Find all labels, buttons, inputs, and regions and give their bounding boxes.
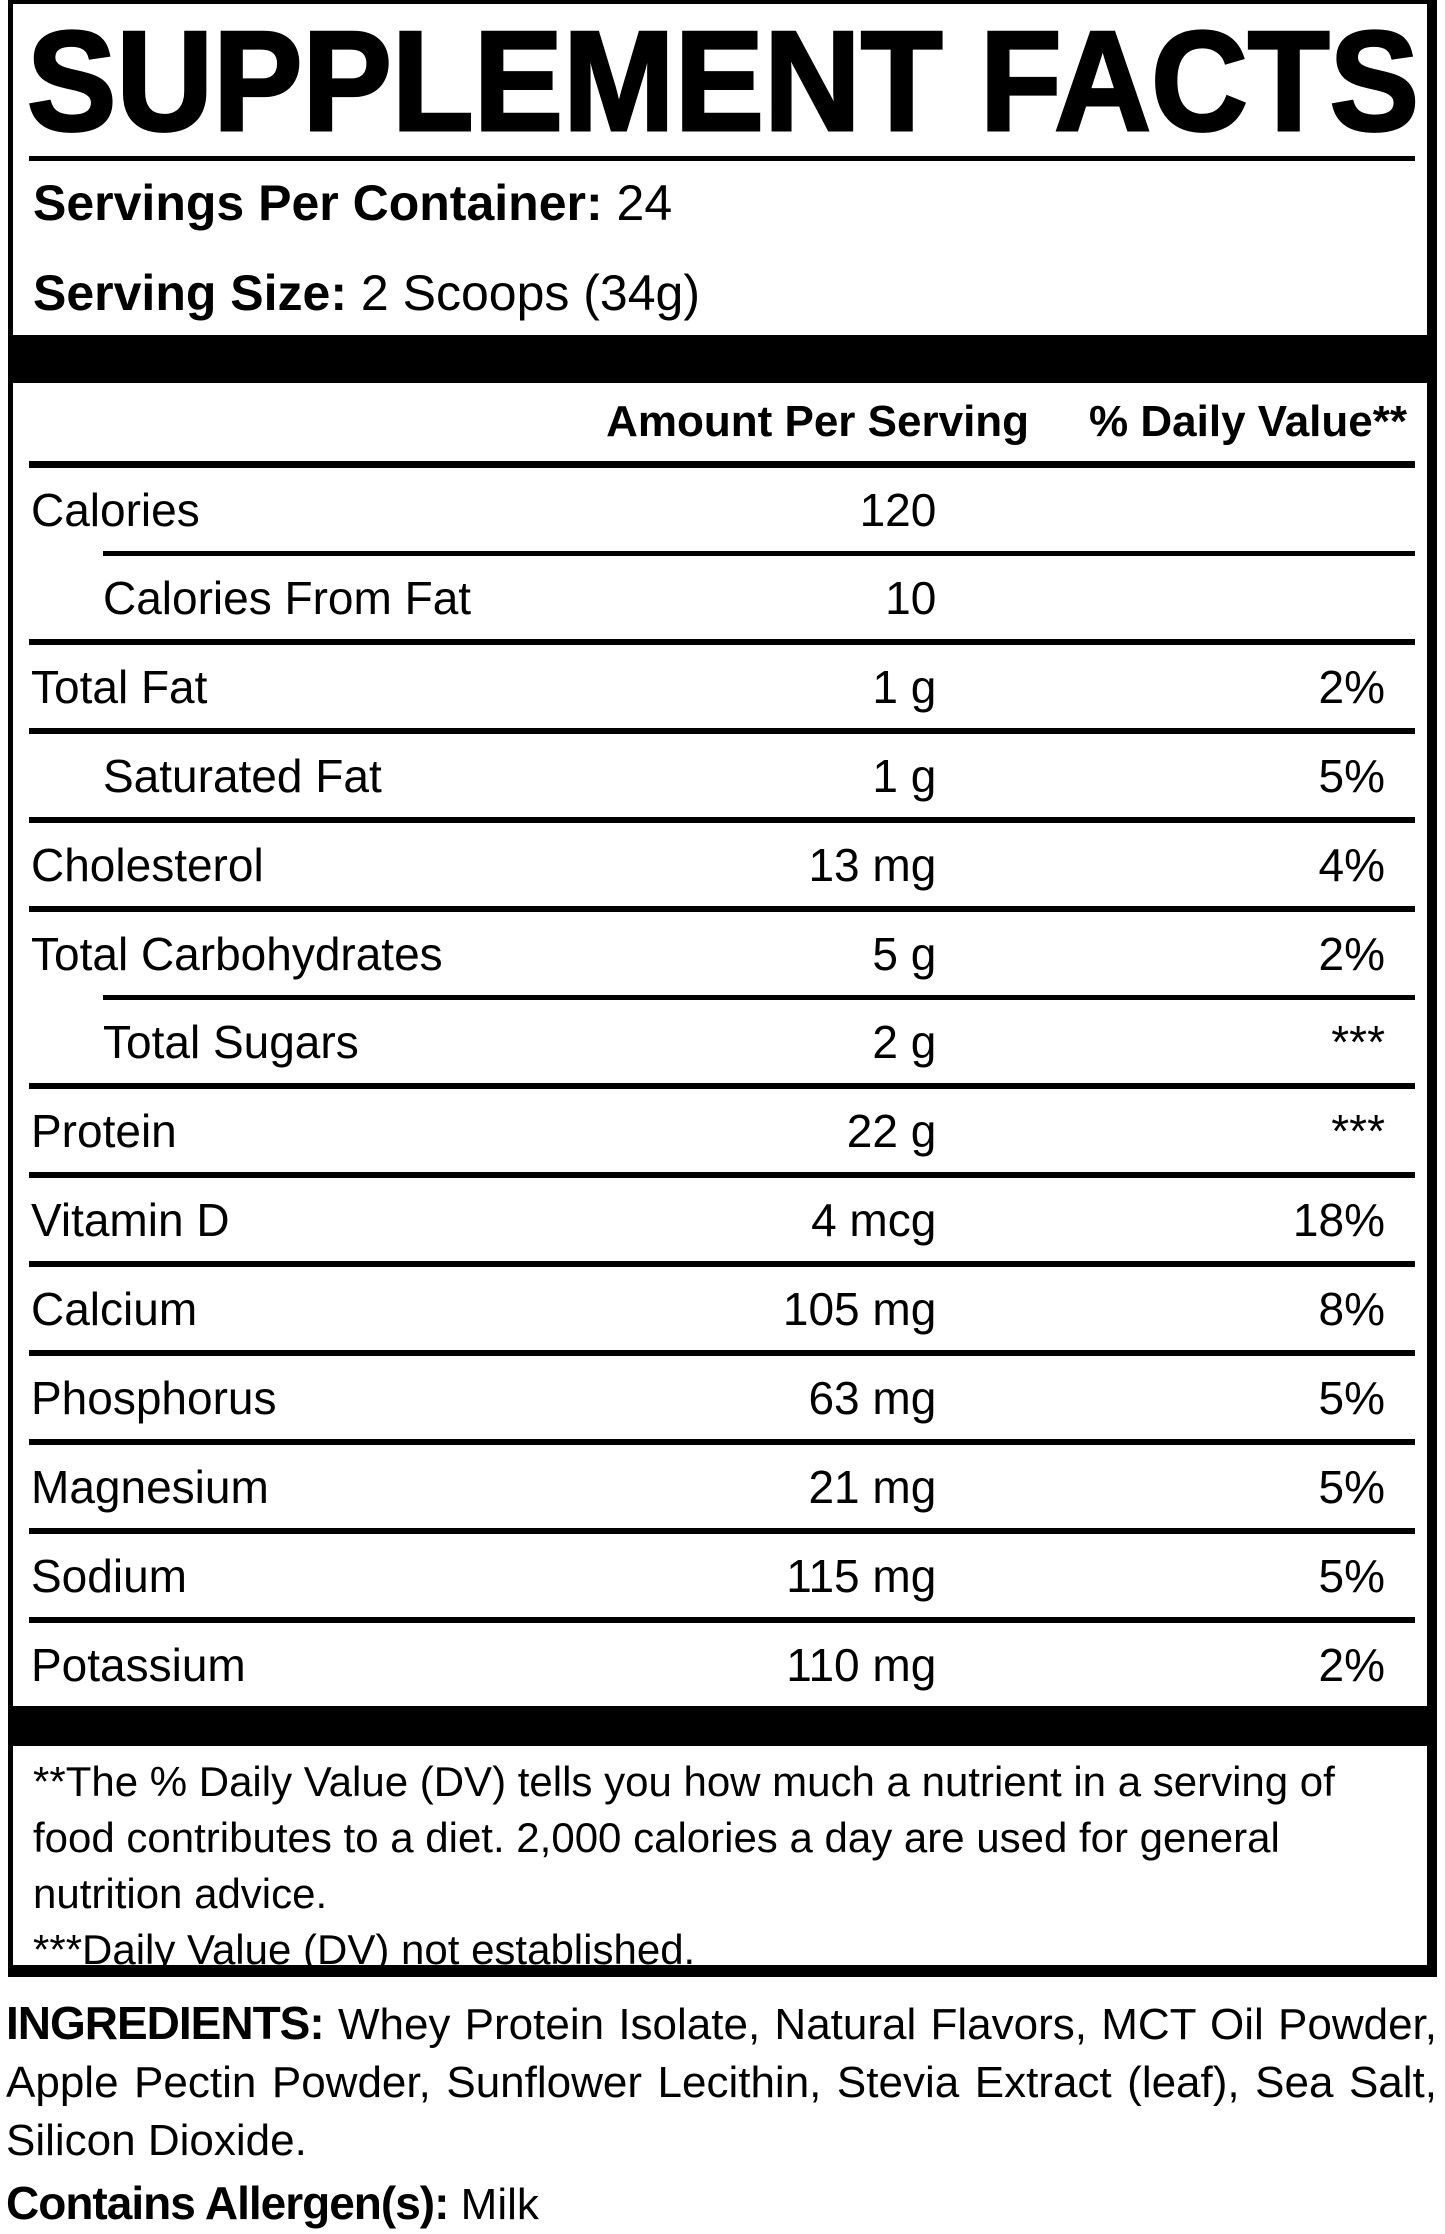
nutrient-name: Phosphorus bbox=[31, 1371, 277, 1424]
nutrient-row-total-fat: Total Fat 1 g 2% bbox=[13, 645, 1427, 728]
servings-per-container-value: 24 bbox=[616, 175, 673, 231]
nutrient-name: Total Sugars bbox=[103, 1015, 359, 1068]
row-separator bbox=[29, 639, 1415, 645]
allergen-value: Milk bbox=[460, 2180, 539, 2229]
daily-value-header: % Daily Value** bbox=[1089, 397, 1407, 446]
title-divider bbox=[29, 156, 1415, 161]
section-bar-bottom bbox=[13, 1706, 1427, 1746]
nutrient-row-vitamin-d: Vitamin D 4 mcg 18% bbox=[13, 1178, 1427, 1261]
nutrient-daily-value: 2% bbox=[1318, 927, 1385, 980]
nutrient-row-total-carbohydrates: Total Carbohydrates 5 g 2% bbox=[13, 912, 1427, 995]
nutrient-row-total-sugars: Total Sugars 2 g *** bbox=[13, 1000, 1427, 1083]
ingredients-list: Whey Protein Isolate, Natural Flavors, M… bbox=[6, 2000, 1437, 2165]
ingredients-paragraph: INGREDIENTS: Whey Protein Isolate, Natur… bbox=[6, 1994, 1437, 2170]
nutrient-amount: 13 mg bbox=[808, 838, 937, 891]
nutrient-daily-value: 5% bbox=[1318, 1371, 1385, 1424]
nutrient-amount: 105 mg bbox=[782, 1282, 937, 1335]
nutrition-table: Calories 120 Calories From Fat 10 Total … bbox=[13, 468, 1427, 1706]
nutrient-daily-value: 4% bbox=[1318, 838, 1385, 891]
nutrient-row-calories-from-fat: Calories From Fat 10 bbox=[13, 556, 1427, 639]
panel-title-wrap: SUPPLEMENT FACTS bbox=[26, 1, 1421, 163]
row-separator bbox=[29, 906, 1415, 912]
nutrient-amount: 1 g bbox=[872, 749, 937, 802]
amount-per-serving-header: Amount Per Serving bbox=[606, 397, 1030, 446]
table-column-header: Amount Per Serving % Daily Value** bbox=[13, 383, 1427, 461]
allergen-line: Contains Allergen(s): Milk bbox=[6, 2174, 1437, 2234]
nutrient-daily-value: 5% bbox=[1318, 1549, 1385, 1602]
supplement-facts-panel: SUPPLEMENT FACTS Servings Per Container:… bbox=[8, 0, 1437, 1977]
nutrient-daily-value: *** bbox=[1331, 1104, 1385, 1157]
row-separator bbox=[103, 995, 1415, 1000]
row-separator bbox=[29, 1350, 1415, 1356]
nutrient-amount: 5 g bbox=[872, 927, 937, 980]
ingredients-label: INGREDIENTS: bbox=[6, 1997, 325, 2049]
footnotes: **The % Daily Value (DV) tells you how m… bbox=[13, 1754, 1427, 1978]
nutrient-row-protein: Protein 22 g *** bbox=[13, 1089, 1427, 1172]
nutrient-row-sodium: Sodium 115 mg 5% bbox=[13, 1534, 1427, 1617]
nutrient-name: Sodium bbox=[31, 1549, 187, 1602]
serving-size-value: 2 Scoops (34g) bbox=[360, 265, 700, 321]
header-divider bbox=[29, 461, 1415, 468]
nutrient-daily-value: 2% bbox=[1318, 660, 1385, 713]
not-established-footnote: ***Daily Value (DV) not established. bbox=[33, 1926, 696, 1973]
nutrient-name: Saturated Fat bbox=[103, 749, 382, 802]
nutrient-name: Vitamin D bbox=[31, 1193, 230, 1246]
nutrient-name: Total Fat bbox=[31, 660, 208, 713]
nutrient-daily-value: 8% bbox=[1318, 1282, 1385, 1335]
nutrient-row-saturated-fat: Saturated Fat 1 g 5% bbox=[13, 734, 1427, 817]
row-separator bbox=[29, 1083, 1415, 1089]
panel-title: SUPPLEMENT FACTS bbox=[27, 26, 1419, 144]
nutrient-amount: 120 bbox=[859, 483, 937, 536]
nutrient-amount: 10 bbox=[885, 571, 937, 624]
row-separator bbox=[29, 728, 1415, 734]
nutrient-amount: 63 mg bbox=[808, 1371, 937, 1424]
nutrient-amount: 2 g bbox=[872, 1015, 937, 1068]
nutrient-daily-value: *** bbox=[1331, 1015, 1385, 1068]
section-bar-top bbox=[13, 335, 1427, 383]
nutrient-name: Calories From Fat bbox=[103, 571, 472, 624]
nutrient-amount: 21 mg bbox=[808, 1460, 937, 1513]
nutrient-name: Calcium bbox=[31, 1282, 198, 1335]
row-separator bbox=[103, 551, 1415, 556]
nutrient-amount: 1 g bbox=[872, 660, 937, 713]
nutrient-name: Calories bbox=[31, 483, 200, 536]
nutrient-name: Magnesium bbox=[31, 1460, 269, 1513]
nutrient-name: Total Carbohydrates bbox=[31, 927, 443, 980]
servings-per-container-line: Servings Per Container: 24 bbox=[13, 175, 1427, 231]
nutrient-row-calories: Calories 120 bbox=[13, 468, 1427, 551]
nutrient-row-magnesium: Magnesium 21 mg 5% bbox=[13, 1445, 1427, 1528]
nutrient-amount: 4 mcg bbox=[811, 1193, 937, 1246]
nutrient-daily-value: 2% bbox=[1318, 1638, 1385, 1691]
nutrient-row-potassium: Potassium 110 mg 2% bbox=[13, 1623, 1427, 1706]
row-separator bbox=[29, 1172, 1415, 1178]
row-separator bbox=[29, 1261, 1415, 1267]
nutrient-daily-value: 5% bbox=[1318, 749, 1385, 802]
servings-per-container-label: Servings Per Container: bbox=[33, 175, 603, 231]
serving-size-label: Serving Size: bbox=[33, 265, 347, 321]
row-separator bbox=[29, 1617, 1415, 1623]
nutrient-amount: 110 mg bbox=[786, 1638, 937, 1691]
nutrient-row-phosphorus: Phosphorus 63 mg 5% bbox=[13, 1356, 1427, 1439]
nutrient-daily-value: 5% bbox=[1318, 1460, 1385, 1513]
nutrient-row-cholesterol: Cholesterol 13 mg 4% bbox=[13, 823, 1427, 906]
allergen-label: Contains Allergen(s): bbox=[6, 2177, 449, 2229]
serving-size-line: Serving Size: 2 Scoops (34g) bbox=[13, 265, 1427, 321]
nutrient-name: Cholesterol bbox=[31, 838, 264, 891]
daily-value-footnote: **The % Daily Value (DV) tells you how m… bbox=[33, 1758, 1335, 1917]
ingredients-section: INGREDIENTS: Whey Protein Isolate, Natur… bbox=[6, 1994, 1437, 2234]
row-separator bbox=[29, 817, 1415, 823]
row-separator bbox=[29, 1439, 1415, 1445]
nutrient-row-calcium: Calcium 105 mg 8% bbox=[13, 1267, 1427, 1350]
nutrient-amount: 115 mg bbox=[786, 1549, 937, 1602]
row-separator bbox=[29, 1528, 1415, 1534]
nutrient-name: Potassium bbox=[31, 1638, 246, 1691]
nutrient-name: Protein bbox=[31, 1104, 177, 1157]
panel-title-svg: SUPPLEMENT FACTS bbox=[26, 1, 1421, 163]
nutrient-amount: 22 g bbox=[846, 1104, 937, 1157]
nutrient-daily-value: 18% bbox=[1292, 1193, 1385, 1246]
